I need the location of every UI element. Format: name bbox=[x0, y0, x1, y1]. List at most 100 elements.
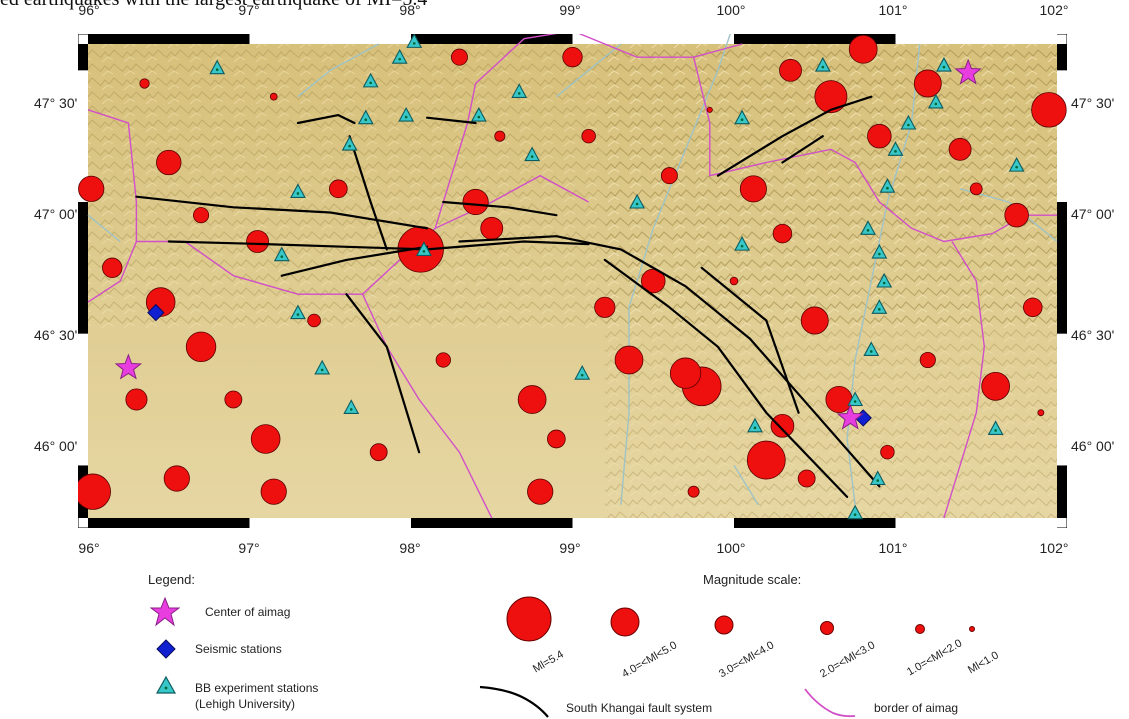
earthquake bbox=[948, 137, 972, 161]
earthquake bbox=[729, 276, 739, 286]
bb-station-marker bbox=[871, 243, 888, 259]
earthquake bbox=[779, 58, 802, 82]
bb-station-dot bbox=[740, 118, 744, 122]
earthquake bbox=[969, 182, 983, 196]
earthquake bbox=[1004, 202, 1029, 228]
frame-band-top bbox=[411, 34, 573, 44]
frame-band-right bbox=[1057, 44, 1067, 71]
aimag-border bbox=[692, 57, 1057, 243]
bb-station-dot bbox=[1015, 165, 1018, 169]
river bbox=[297, 43, 380, 98]
aimag-border bbox=[491, 174, 589, 203]
mag-scale-circle-2 bbox=[820, 621, 834, 635]
bb-station-marker bbox=[747, 417, 763, 433]
aimag-border bbox=[87, 241, 138, 303]
bb-station-dot bbox=[517, 92, 521, 95]
earthquake bbox=[594, 296, 616, 318]
legend-label-bb-stations: BB experiment stations bbox=[195, 681, 319, 695]
frame-band-bottom bbox=[895, 518, 1057, 528]
aimag-center-marker bbox=[114, 353, 143, 380]
earthquake bbox=[517, 385, 547, 414]
earthquake bbox=[867, 123, 892, 149]
mag-scale-circle-5-4 bbox=[506, 596, 552, 642]
bb-station-marker bbox=[876, 272, 893, 288]
stations-layer bbox=[147, 34, 1025, 520]
lon-tick-bottom-96: 96° bbox=[78, 540, 100, 556]
fault-trace bbox=[442, 200, 558, 217]
bb-station-marker bbox=[209, 59, 226, 75]
bb-station-dot bbox=[635, 202, 639, 206]
legend-label-seismic-stations: Seismic stations bbox=[195, 642, 282, 656]
lon-tick-bottom-99: 99° bbox=[559, 540, 581, 556]
earthquake bbox=[78, 473, 111, 510]
frame-band-top bbox=[88, 34, 250, 44]
legend-title: Legend: bbox=[148, 572, 195, 587]
earthquake bbox=[250, 424, 281, 454]
legend-label-aimag-border: border of aimag bbox=[874, 701, 959, 715]
frame-band-right bbox=[1057, 465, 1067, 518]
earthquake bbox=[770, 413, 795, 438]
earthquake bbox=[913, 69, 942, 98]
bb-station-dot bbox=[994, 429, 997, 432]
bb-station-marker bbox=[574, 365, 591, 380]
lat-tick-left-4600: 46° 00' bbox=[34, 438, 78, 454]
earthquake bbox=[156, 149, 182, 176]
earthquake bbox=[706, 106, 713, 113]
lat-tick-left-4730: 47° 30' bbox=[34, 95, 78, 111]
bb-station-marker bbox=[734, 235, 750, 251]
earthquake bbox=[480, 216, 504, 240]
frame-band-top bbox=[895, 34, 1057, 44]
earthquake bbox=[660, 167, 678, 185]
mag-scale-circle-0 bbox=[969, 626, 975, 632]
earthquake bbox=[369, 443, 388, 462]
fault-trace bbox=[603, 258, 849, 498]
fault-trace bbox=[296, 114, 356, 125]
earthquake bbox=[102, 257, 123, 278]
earthquake bbox=[581, 128, 596, 144]
terrain-relief-east bbox=[604, 44, 1057, 518]
bb-station-dot bbox=[821, 65, 825, 69]
lat-tick-left-4700: 47° 00' bbox=[34, 206, 78, 222]
lon-tick-top-102: 102° bbox=[1039, 2, 1069, 18]
fault-trace bbox=[345, 293, 421, 454]
map-canvas bbox=[78, 34, 1067, 528]
bb-station-marker bbox=[343, 399, 360, 414]
fault-trace bbox=[135, 195, 429, 230]
bb-station-marker bbox=[987, 420, 1004, 436]
lon-tick-top-101: 101° bbox=[878, 2, 908, 18]
earthquake bbox=[614, 345, 644, 375]
aimag-center-marker bbox=[836, 403, 864, 430]
frame-band-top bbox=[249, 34, 411, 44]
legend-fault-line-icon bbox=[479, 685, 549, 718]
caption-fragment: ed earthquakes with the largest earthqua… bbox=[0, 0, 427, 11]
bb-station-marker bbox=[734, 109, 750, 125]
earthquake bbox=[462, 188, 489, 216]
earthquake bbox=[919, 351, 936, 369]
bb-station-marker bbox=[470, 106, 487, 122]
bb-station-marker bbox=[415, 241, 432, 256]
legend-label-bb-stations-org: (Lehigh University) bbox=[195, 697, 296, 711]
earthquake bbox=[1023, 297, 1043, 318]
bb-station-marker bbox=[1008, 156, 1025, 172]
earthquake bbox=[494, 130, 506, 142]
lat-tick-right-4730: 47° 30' bbox=[1071, 95, 1115, 111]
legend-label-fault-system: South Khangai fault system bbox=[566, 701, 713, 715]
bb-station-marker bbox=[406, 34, 423, 48]
bb-station-dot bbox=[886, 186, 889, 190]
mag-label-5-4: Ml=5.4 bbox=[531, 648, 566, 676]
frame-band-right bbox=[1057, 202, 1067, 334]
faults-layer bbox=[135, 95, 881, 498]
lat-tick-left-4630: 46° 30' bbox=[34, 327, 78, 343]
frame-band-left bbox=[78, 333, 88, 466]
bb-station-dot bbox=[422, 250, 426, 253]
earthquake bbox=[260, 478, 287, 505]
lon-tick-top-97: 97° bbox=[238, 2, 260, 18]
frame-band-left bbox=[78, 44, 88, 71]
bb-station-dot bbox=[477, 115, 481, 119]
bb-station-marker bbox=[847, 391, 864, 407]
bb-station-marker bbox=[869, 470, 886, 486]
mag-label-0: Ml<1.0 bbox=[966, 649, 1001, 677]
legend-star-icon bbox=[150, 597, 180, 627]
bb-station-marker bbox=[314, 359, 331, 375]
aimag-border bbox=[434, 34, 743, 229]
